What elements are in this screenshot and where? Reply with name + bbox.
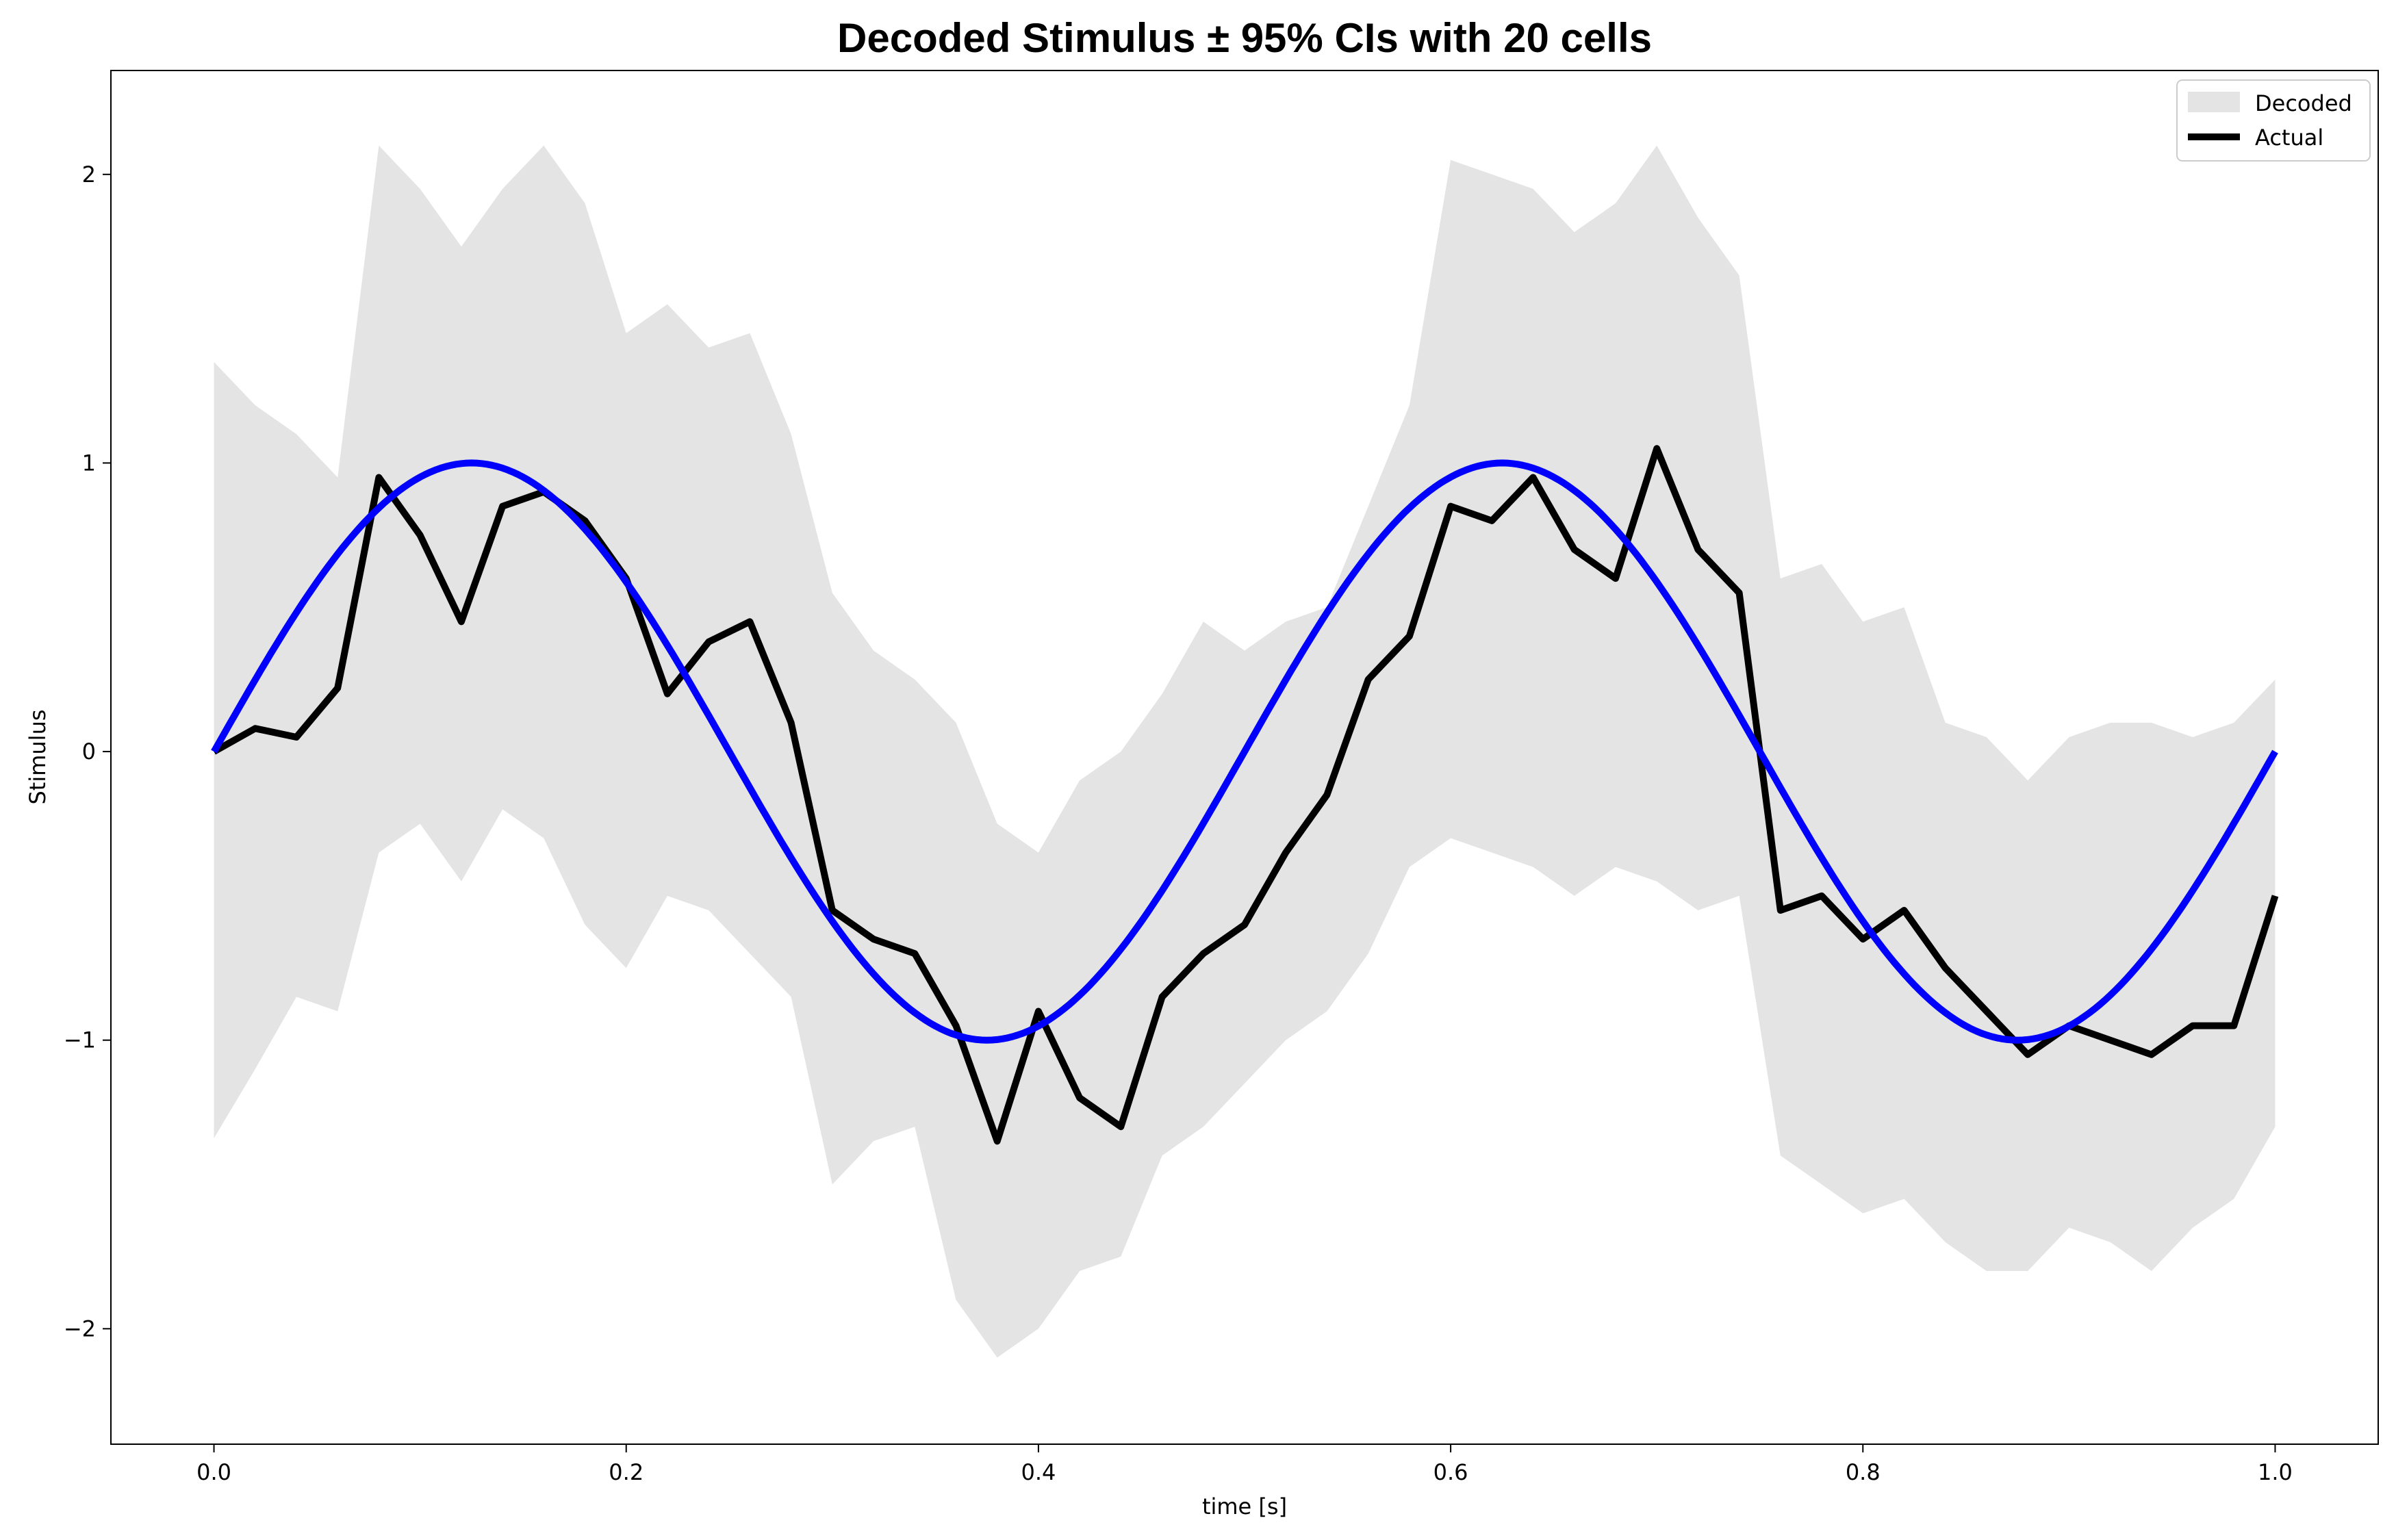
x-tick-label: 0.8	[1846, 1459, 1881, 1485]
legend: Decoded Actual	[2176, 79, 2371, 162]
y-tick-label: 0	[82, 739, 96, 765]
y-tick-label: 2	[82, 162, 96, 188]
x-tick-label: 0.0	[196, 1459, 231, 1485]
chart-title: Decoded Stimulus ± 95% CIs with 20 cells	[837, 15, 1652, 61]
legend-swatch-decoded	[2188, 92, 2240, 112]
y-axis-label: Stimulus	[25, 709, 51, 804]
x-tick-label: 1.0	[2258, 1459, 2293, 1485]
y-tick-label: 1	[82, 450, 96, 476]
x-tick-label: 0.6	[1433, 1459, 1468, 1485]
legend-label-decoded: Decoded	[2255, 90, 2352, 116]
sine-reference-line	[211, 459, 2278, 1044]
axis-ticks: 0.0 0.2 0.4 0.6 0.8 1.0 −2 −1 0 1 2	[64, 162, 2293, 1485]
axes-frame	[110, 70, 2379, 1445]
y-tick-label: −2	[64, 1316, 96, 1342]
x-tick-label: 0.2	[609, 1459, 643, 1485]
x-tick-label: 0.4	[1021, 1459, 1056, 1485]
y-tick-label: −1	[64, 1027, 96, 1053]
legend-label-actual: Actual	[2255, 125, 2323, 151]
x-axis-label: time [s]	[1202, 1493, 1287, 1519]
plot-area	[211, 145, 2279, 1358]
